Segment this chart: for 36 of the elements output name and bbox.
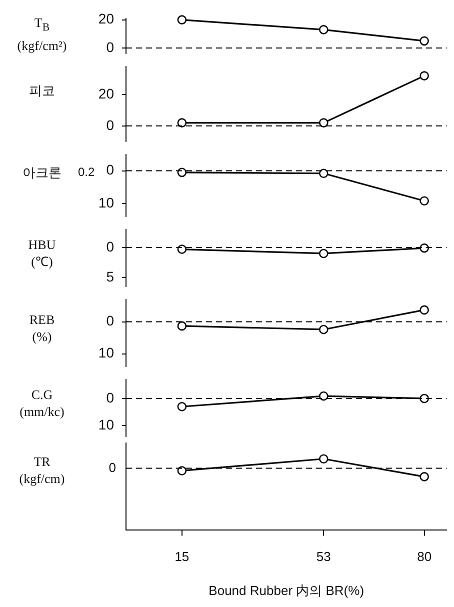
point [318,25,328,34]
y-tick-label: 20 [98,85,114,102]
y-tick-label: 0 [106,238,114,254]
y-axis-title: TR (kgf/cm) [18,453,66,487]
y-tick-label: 5 [106,268,114,284]
point [177,168,187,178]
x-tick-label: 53 [316,549,331,564]
point [420,36,429,46]
y-axis-title: REB (%) [28,311,56,345]
point [318,391,328,401]
point [420,305,429,315]
y-axis-title: T$_{B}$ (kgf/cm²) [16,14,68,54]
point [318,168,328,178]
y-axis-title: 피코 [28,82,56,99]
y-tick-label: 0 [106,116,114,133]
y-axis-title: 아크론 [22,164,62,180]
y-tick-label: 10 [98,194,114,210]
y-tick-label: 20 [98,10,114,27]
point [177,321,187,331]
y-axis-title: C.G (mm/kc) [18,386,66,420]
x-tick-label: 80 [417,549,432,564]
x-axis-title: Bound Rubber 内의 BR(%) [208,582,364,598]
point [420,196,429,206]
y-tick-label: 0 [106,38,114,55]
y-tick-label: 0 [106,389,114,406]
point [177,15,187,24]
point [177,402,187,412]
y-tick-label: 0 [106,312,114,329]
y-tick-label: 0 [106,162,114,178]
x-tick-label: 15 [174,549,190,564]
y-tick-label: 10 [98,344,114,361]
point [318,324,328,334]
y-tick-label: 10 [98,416,114,433]
y-axis-title: HBU (℃) [27,236,57,270]
text: 0.2 [78,164,96,180]
point [420,394,429,404]
